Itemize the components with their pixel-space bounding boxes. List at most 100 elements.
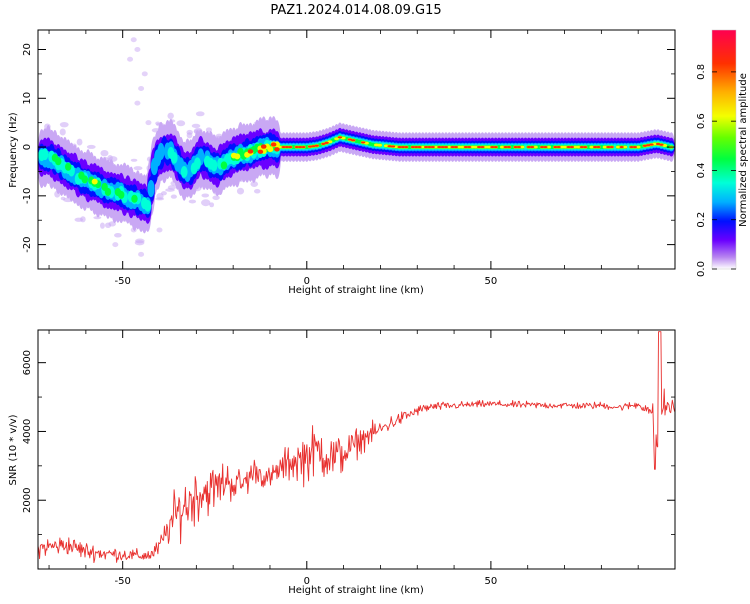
heatmap-cell [609, 145, 614, 149]
heatmap-cell [606, 145, 611, 149]
heatmap-cell [533, 145, 538, 149]
heatmap-speckle [141, 71, 148, 77]
spectrogram-y-tick-label: 10 [22, 92, 33, 105]
colorbar-tick-label: 0.8 [696, 64, 707, 80]
spectrogram-x-tick-label: 0 [304, 276, 310, 287]
spectrogram-panel: -50 0 50 -20 -10 0 10 20 Height of straight li… [8, 29, 676, 296]
heatmap-cell [430, 145, 435, 149]
heatmap-cell [622, 145, 628, 149]
heatmap-cell [247, 149, 254, 154]
heatmap-cell [615, 145, 621, 149]
heatmap-cell [337, 136, 343, 139]
heatmap-speckle [155, 197, 165, 201]
heatmap-cell [413, 145, 419, 149]
spectrogram-x-tick-label: 50 [485, 276, 498, 287]
heatmap-cell [483, 145, 489, 149]
heatmap-cell [427, 145, 432, 149]
heatmap-speckle [188, 199, 197, 204]
heatmap-cell [529, 145, 535, 149]
snr-y-label: SNR (10 * v/v) [8, 414, 19, 485]
heatmap-speckle [167, 112, 174, 120]
heatmap-cell [281, 145, 286, 149]
heatmap-cell [576, 145, 581, 149]
heatmap-speckle [134, 100, 141, 106]
heatmap-cell [390, 145, 396, 148]
heatmap-cell [556, 145, 561, 149]
snr-x-label: Height of straight line (km) [288, 585, 424, 596]
heatmap-cell [480, 145, 485, 149]
heatmap-cell [157, 142, 165, 161]
heatmap-cell [629, 145, 634, 149]
heatmap-cell [513, 145, 518, 149]
heatmap-cell [423, 145, 429, 149]
heatmap-cell [486, 145, 492, 149]
heatmap-cell [582, 145, 588, 149]
heatmap-cell [433, 145, 439, 149]
heatmap-cell [506, 145, 512, 149]
heatmap-cell [635, 145, 641, 149]
heatmap-cell [456, 145, 462, 149]
heatmap-speckle [112, 242, 119, 248]
snr-y-tick-label: 2000 [22, 487, 33, 512]
heatmap-speckle [130, 158, 138, 162]
heatmap-cell [503, 145, 508, 149]
heatmap-speckle [250, 181, 259, 188]
snr-panel: -50 0 50 2000 4000 6000 Height of straight l… [8, 329, 676, 596]
heatmap-cell [210, 159, 218, 172]
colorbar-tick-label: 0.2 [696, 212, 707, 228]
heatmap-cell [360, 141, 366, 144]
heatmap-cell [410, 145, 416, 149]
heatmap-speckle [236, 187, 245, 195]
heatmap-cell [64, 162, 72, 171]
snr-y-tick-label: 6000 [22, 350, 33, 375]
heatmap-cell [270, 142, 277, 147]
spectrogram-x-tick-label: -50 [115, 276, 131, 287]
heatmap-cell [460, 145, 465, 149]
colorbar-frame [711, 29, 737, 270]
heatmap-speckle [201, 199, 211, 207]
spectrogram-y-tick-label: 20 [22, 43, 33, 56]
heatmap-cell [420, 145, 426, 149]
heatmap-cell [307, 145, 313, 148]
heatmap-cell [543, 145, 548, 149]
heatmap-cell [260, 144, 267, 149]
colorbar-tick-label: 0.6 [696, 113, 707, 129]
heatmap-speckle [114, 233, 122, 238]
heatmap-cell [619, 145, 624, 149]
heatmap-cell [81, 175, 88, 184]
heatmap-speckle [155, 121, 161, 126]
heatmap-cell [519, 145, 525, 149]
heatmap-speckle [74, 217, 84, 222]
heatmap-cell [539, 145, 545, 149]
heatmap-cell [553, 145, 558, 149]
spectrogram-y-tick-label: -20 [22, 236, 33, 252]
heatmap-cell [277, 145, 283, 149]
heatmap-cell [257, 149, 264, 154]
heatmap-speckle [134, 240, 145, 246]
heatmap-cell [220, 161, 228, 170]
heatmap-cell [387, 145, 392, 148]
heatmap-cell [234, 153, 241, 160]
heatmap-cell [194, 157, 201, 170]
heatmap-speckle [170, 194, 177, 199]
snr-x-tick-label: -50 [115, 576, 131, 587]
heatmap-speckle [186, 129, 193, 135]
spectrogram-y-label: Frequency (Hz) [8, 112, 19, 188]
heatmap-speckle [134, 47, 141, 53]
heatmap-cell [170, 151, 178, 164]
snr-series-line [38, 331, 675, 564]
snr-x-ticks: -50 0 50 [48, 330, 676, 587]
heatmap-cell [499, 145, 505, 149]
heatmap-cell [400, 145, 406, 149]
colorbar-ticks: 0.0 0.2 0.4 0.6 0.8 [696, 64, 736, 277]
spectrogram-y-tick-label: 0 [22, 144, 33, 150]
heatmap-speckle [100, 149, 109, 157]
heatmap-cell [144, 199, 152, 212]
heatmap-speckle [138, 251, 145, 257]
heatmap-cell [180, 165, 188, 178]
heatmap-speckle [253, 189, 261, 194]
heatmap-speckle [93, 216, 102, 220]
colorbar: 0.0 0.2 0.4 0.6 0.8 Normalized spectral ampl… [696, 29, 749, 277]
heatmap-speckle [127, 56, 134, 62]
